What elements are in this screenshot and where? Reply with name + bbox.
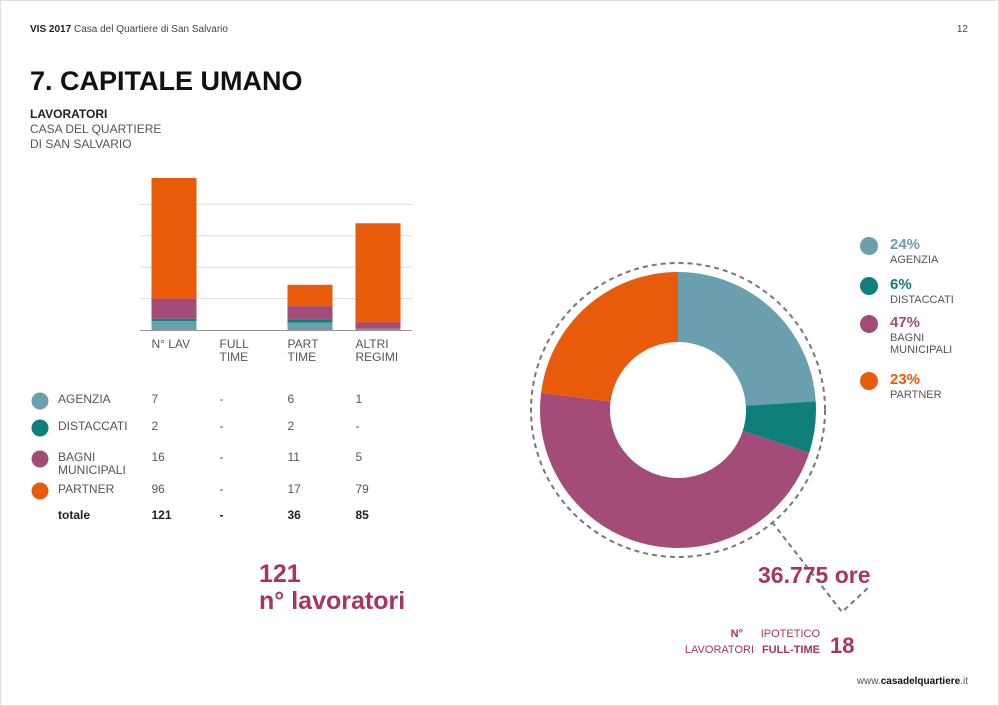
legend-label: AGENZIA [58, 392, 111, 406]
donut-slice [742, 401, 816, 453]
legend-label: DISTACCATI [890, 294, 954, 306]
bar-segment [355, 328, 401, 330]
legend-label: DISTACCATI [58, 419, 128, 433]
section-subtitle: CASA DEL QUARTIERE DI SAN SALVARIO [30, 122, 162, 151]
fulltime-label-bold: FULL-TIME [761, 644, 820, 656]
bar-segment [151, 318, 197, 322]
x-tick-label: N° LAV [151, 337, 191, 351]
donut-slice [678, 272, 816, 406]
table-value: 6 [287, 392, 295, 406]
bar-segment [287, 319, 333, 323]
workers-label: n° lavoratori [259, 587, 406, 615]
legend-value: 47% [890, 314, 921, 331]
table-value: 1 [355, 392, 363, 406]
section-title: LAVORATORI [30, 107, 108, 121]
bar-segment [151, 321, 197, 330]
legend-value: 6% [890, 276, 912, 293]
total-value: - [219, 508, 224, 522]
fulltime-value: 18 [830, 633, 855, 658]
bar-segment [355, 322, 401, 329]
total-value: 85 [355, 508, 369, 522]
table-value: - [219, 419, 224, 433]
table-value: 17 [287, 482, 301, 496]
fulltime-label: IPOTETICO [760, 628, 820, 640]
header-subtitle: Casa del Quartiere di San Salvario [74, 24, 228, 35]
legend-label: AGENZIA [890, 254, 939, 266]
footer-part: casadelquartiere [880, 676, 961, 687]
table-value: 7 [151, 392, 159, 406]
legend-swatch [860, 315, 878, 333]
table-value: 96 [151, 482, 165, 496]
fulltime-label-bold: N° [730, 628, 743, 640]
table-value: 11 [287, 450, 300, 464]
legend-swatch [31, 482, 49, 500]
x-tick-label: PART TIME [287, 337, 319, 364]
legend-swatch [31, 450, 49, 468]
legend-swatch [31, 392, 49, 410]
total-value: 121 [151, 508, 172, 522]
bar-segment [355, 223, 401, 323]
table-value: 2 [287, 419, 295, 433]
legend-swatch [31, 419, 49, 437]
footer-part: .it [960, 676, 968, 687]
legend-value: 24% [890, 236, 921, 253]
dashed-ring [530, 262, 826, 558]
bar-segment [287, 284, 333, 307]
hours-total: 36.775 ore [758, 562, 871, 588]
legend-value: 23% [890, 371, 921, 388]
page-number: 12 [956, 24, 968, 35]
table-value: - [219, 450, 224, 464]
table-value: 5 [355, 450, 363, 464]
legend-label: PARTNER [58, 482, 115, 496]
legend-swatch [860, 237, 878, 255]
legend-swatch [860, 372, 878, 390]
header-brand: VIS 2017 [30, 24, 72, 35]
table-value: - [219, 392, 224, 406]
legend-swatch [860, 277, 878, 295]
legend-label: BAGNI MUNICIPALI [58, 450, 126, 477]
bar-segment [151, 178, 197, 299]
table-value: - [355, 419, 360, 433]
bar-segment [151, 298, 197, 319]
x-tick-label: ALTRI REGIMI [355, 337, 399, 364]
workers-count: 121 [259, 560, 301, 588]
donut-slice [541, 272, 678, 402]
donut-slice [540, 392, 810, 548]
table-value: - [219, 482, 224, 496]
page-title: 7. CAPITALE UMANO [30, 66, 303, 96]
footer-part: www. [856, 676, 881, 687]
fulltime-label: LAVORATORI [684, 644, 754, 656]
table-value: 16 [151, 450, 165, 464]
footer: www.casadelquartiere.it [857, 676, 968, 688]
bar-segment [287, 306, 333, 320]
legend-label: BAGNI MUNICIPALI [890, 332, 953, 356]
bar-segment [287, 322, 333, 330]
table-value: 79 [355, 482, 369, 496]
legend-label: PARTNER [890, 389, 942, 401]
pointer-line [771, 521, 871, 614]
total-label: totale [58, 508, 91, 522]
total-value: 36 [287, 508, 301, 522]
x-tick-label: FULL TIME [219, 337, 249, 364]
table-value: 2 [151, 419, 159, 433]
